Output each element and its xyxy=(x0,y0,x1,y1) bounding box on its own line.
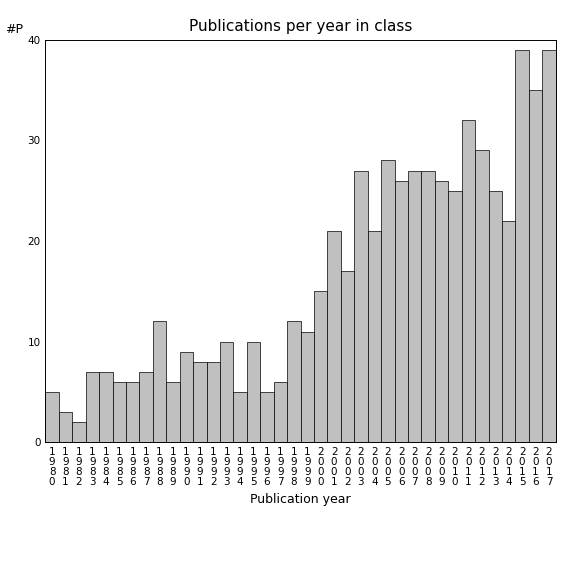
Bar xyxy=(206,362,220,442)
Bar xyxy=(72,422,86,442)
Bar xyxy=(112,382,126,442)
Bar xyxy=(234,392,247,442)
Bar xyxy=(489,191,502,442)
Bar xyxy=(542,50,556,442)
Bar xyxy=(247,341,260,442)
Bar xyxy=(153,321,166,442)
Bar xyxy=(166,382,180,442)
Bar xyxy=(180,352,193,442)
Bar xyxy=(421,171,435,442)
Bar xyxy=(529,90,542,442)
Bar xyxy=(435,180,448,442)
Bar xyxy=(314,291,327,442)
Bar xyxy=(381,160,395,442)
Bar xyxy=(86,372,99,442)
Bar xyxy=(462,120,475,442)
Bar xyxy=(341,271,354,442)
X-axis label: Publication year: Publication year xyxy=(250,493,351,506)
Bar xyxy=(126,382,139,442)
Bar xyxy=(327,231,341,442)
Bar xyxy=(274,382,287,442)
Bar xyxy=(301,332,314,442)
Bar xyxy=(260,392,274,442)
Bar xyxy=(448,191,462,442)
Bar xyxy=(220,341,234,442)
Bar xyxy=(367,231,381,442)
Bar xyxy=(59,412,72,442)
Bar xyxy=(408,171,421,442)
Bar xyxy=(515,50,529,442)
Bar xyxy=(287,321,301,442)
Bar xyxy=(45,392,59,442)
Bar xyxy=(354,171,367,442)
Bar xyxy=(139,372,153,442)
Bar xyxy=(193,362,206,442)
Title: Publications per year in class: Publications per year in class xyxy=(189,19,412,35)
Bar xyxy=(475,150,489,442)
Bar xyxy=(502,221,515,442)
Text: #P: #P xyxy=(5,23,23,36)
Bar xyxy=(99,372,112,442)
Bar xyxy=(395,180,408,442)
